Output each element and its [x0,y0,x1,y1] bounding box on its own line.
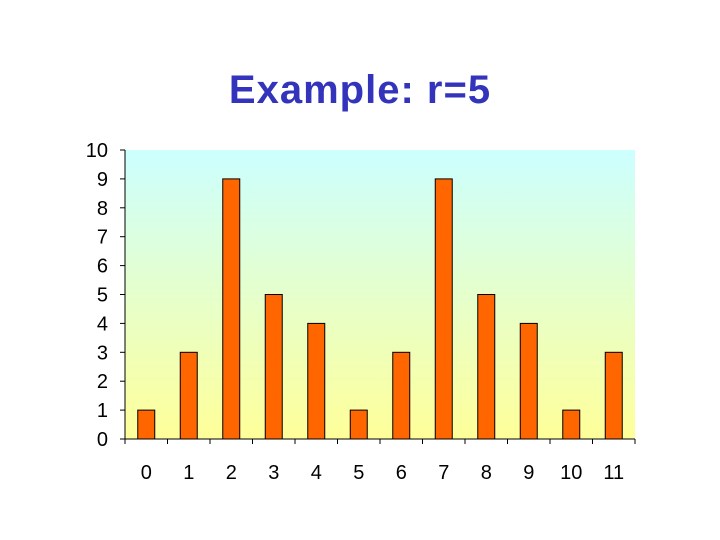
bar-8 [477,294,496,440]
bar-3 [264,294,283,440]
y-tick-label: 10 [86,140,108,162]
y-tick-label: 1 [97,400,108,422]
bar-5 [349,409,368,440]
bar-1 [179,351,198,440]
y-tick-label: 7 [97,227,108,249]
y-tick-label: 4 [97,313,108,335]
x-tick-label: 11 [603,462,624,484]
bar-9 [519,322,538,440]
x-tick-label: 7 [438,462,449,484]
x-tick-label: 1 [183,462,194,484]
y-tick-label: 3 [97,342,108,364]
x-tick-label: 2 [226,462,237,484]
x-tick-label: 8 [481,462,492,484]
y-tick-labels: 0 1 2 3 4 5 6 7 8 9 10 [86,140,108,451]
x-tick-label: 0 [141,462,152,484]
bar-4 [307,322,326,440]
y-tick-label: 0 [97,429,108,451]
bar-10 [562,409,581,440]
plot-area [125,150,635,439]
bar-6 [392,351,411,440]
chart-title: Example: r=5 [228,68,492,112]
x-tick-label: 5 [353,462,364,484]
y-tick-label: 2 [97,371,108,393]
x-tick-label: 9 [523,462,534,484]
y-tick-label: 6 [97,256,108,278]
x-tick-label: 6 [396,462,407,484]
x-tick-labels: 0 1 2 3 4 5 6 7 8 9 10 11 [141,462,624,484]
x-tick-label: 4 [311,462,322,484]
bar-11 [604,351,623,440]
bar-7 [434,178,453,440]
x-tick-label: 10 [560,462,582,484]
bar-2 [222,178,241,440]
axes-group [120,149,636,444]
y-tick-label: 9 [97,169,108,191]
y-tick-label: 8 [97,198,108,220]
bars-group [137,178,623,440]
x-tick-label: 3 [268,462,279,484]
bar-0 [137,409,156,440]
y-tick-label: 5 [97,285,108,307]
